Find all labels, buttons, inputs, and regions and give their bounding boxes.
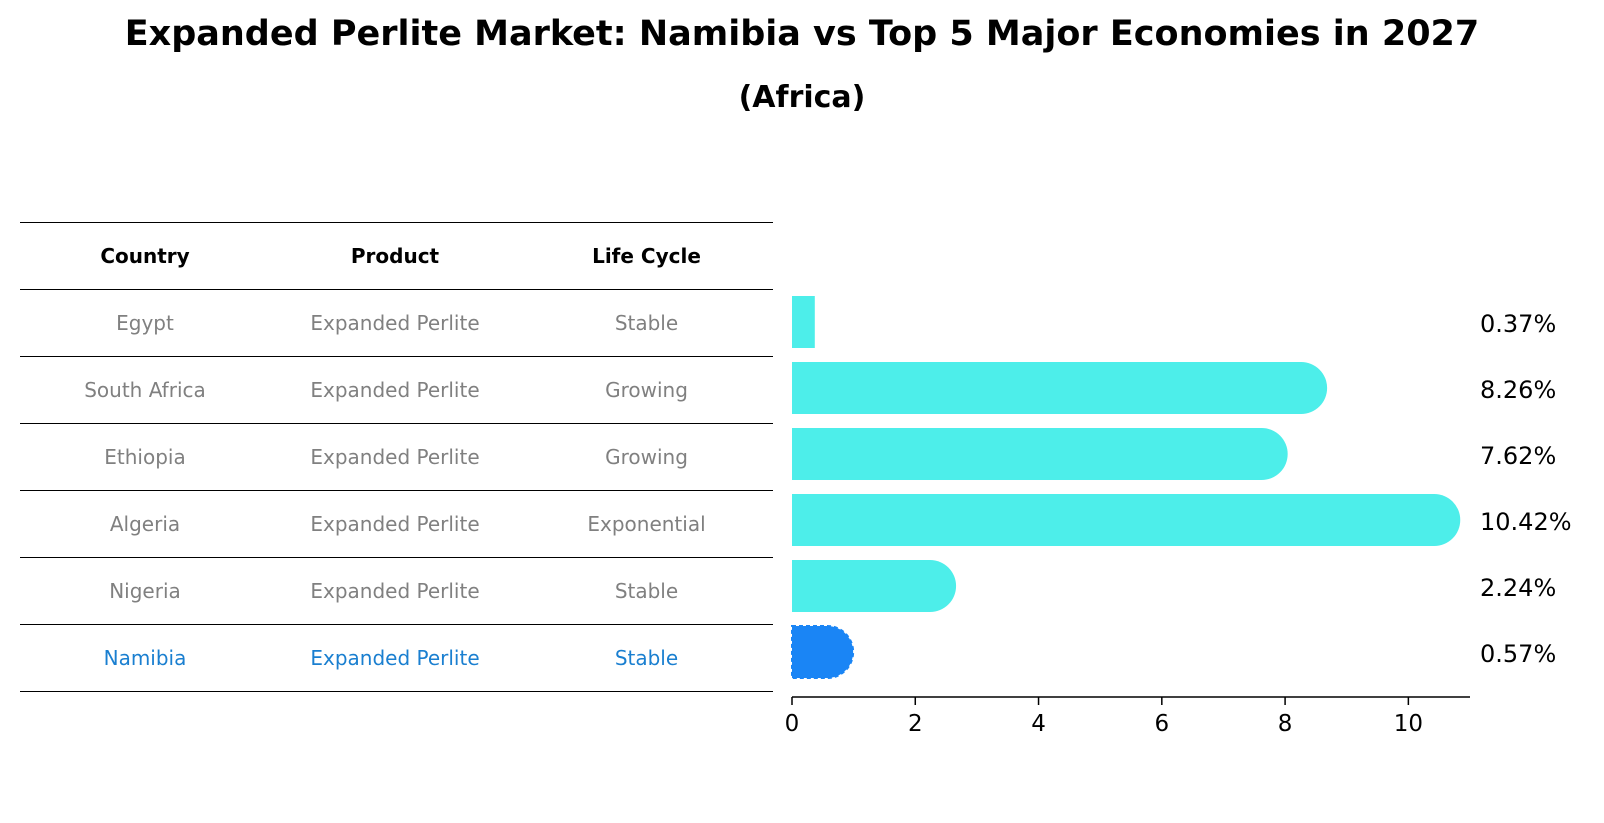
x-tick-label: 0 [785,711,800,737]
x-tick-label: 6 [1154,711,1169,737]
table-header-row: Country Product Life Cycle [20,222,773,290]
bar-value-label: 8.26% [1480,376,1556,404]
bar-value-label: 7.62% [1480,442,1556,470]
cell-product: Expanded Perlite [310,378,480,402]
cell-country: Nigeria [109,579,181,603]
x-tick-label: 10 [1394,711,1423,737]
header-country: Country [100,244,190,268]
bar [792,494,1461,546]
cell-country: Egypt [116,311,174,335]
bar-value-label: 10.42% [1480,508,1572,536]
cell-product: Expanded Perlite [310,512,480,536]
table-row: South Africa Expanded Perlite Growing [20,357,773,424]
header-product: Product [350,244,440,268]
chart-subtitle: (Africa) [738,80,866,115]
cell-life-cycle: Stable [614,311,679,335]
bar-value-label: 0.57% [1480,640,1556,668]
cell-country: Algeria [109,512,181,536]
x-tick-label: 2 [908,711,923,737]
data-table: Country Product Life Cycle Egypt Expande… [20,222,773,692]
cell-country: Ethiopia [104,445,186,469]
table-row: Algeria Expanded Perlite Exponential [20,491,773,558]
bar-value-label: 2.24% [1480,574,1556,602]
cell-country: Namibia [103,646,187,670]
bar [792,428,1288,480]
bar [791,625,855,679]
chart-title: Expanded Perlite Market: Namibia vs Top … [124,14,1480,54]
cell-country: South Africa [84,378,206,402]
x-tick-label: 4 [1031,711,1046,737]
cell-product: Expanded Perlite [310,579,480,603]
bar-value-label: 0.37% [1480,310,1556,338]
table-row: Nigeria Expanded Perlite Stable [20,558,773,625]
header-life-cycle: Life Cycle [592,244,701,268]
cell-product: Expanded Perlite [310,311,480,335]
cell-product: Expanded Perlite [310,445,480,469]
cell-life-cycle: Exponential [587,512,706,536]
table-row: Ethiopia Expanded Perlite Growing [20,424,773,491]
table-row-highlight: Namibia Expanded Perlite Stable [20,625,773,692]
cell-life-cycle: Growing [605,378,688,402]
bar [792,296,815,348]
x-tick-label: 8 [1278,711,1293,737]
cell-product: Expanded Perlite [310,646,480,670]
bar [792,560,957,612]
bar [792,362,1328,414]
table-row: Egypt Expanded Perlite Stable [20,290,773,357]
cell-life-cycle: Stable [614,646,679,670]
cell-life-cycle: Stable [614,579,679,603]
cell-life-cycle: Growing [605,445,688,469]
